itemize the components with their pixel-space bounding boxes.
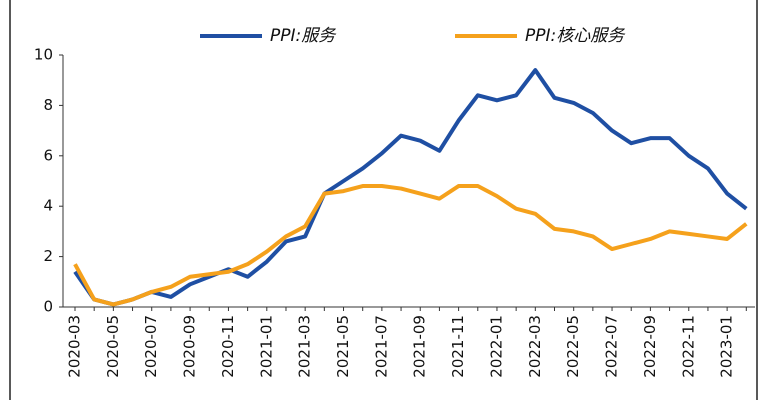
- series-line: [73, 184, 748, 307]
- x-tick-label: 2020-09: [181, 315, 199, 378]
- x-tick-label: 2020-05: [104, 315, 122, 378]
- x-tick-label: 2021-05: [334, 315, 352, 378]
- y-tick-label: 0: [43, 298, 53, 316]
- x-tick-label: 2021-01: [257, 315, 275, 378]
- x-tick-label: 2021-07: [372, 315, 390, 378]
- y-tick-label: 6: [43, 146, 53, 164]
- y-tick-label: 2: [43, 247, 53, 265]
- x-tick-label: 2022-05: [564, 315, 582, 378]
- x-tick-label: 2022-03: [526, 315, 544, 378]
- x-tick-label: 2023-01: [718, 315, 736, 378]
- x-tick-label: 2022-11: [679, 315, 697, 378]
- legend-label: PPI:服务: [270, 26, 337, 46]
- x-tick-label: 2022-01: [487, 315, 505, 378]
- x-tick-label: 2021-09: [411, 315, 429, 378]
- y-tick-label: 4: [43, 197, 53, 215]
- x-tick-label: 2022-09: [641, 315, 659, 378]
- series-line: [73, 68, 748, 307]
- x-tick-label: 2020-07: [142, 315, 160, 378]
- x-tick-label: 2020-03: [66, 315, 84, 378]
- y-tick-label: 8: [43, 96, 53, 114]
- x-tick-label: 2020-11: [219, 315, 237, 378]
- x-tick-label: 2021-11: [449, 315, 467, 378]
- legend-label: PPI:核心服务: [525, 26, 626, 46]
- y-tick-label: 10: [34, 46, 53, 64]
- x-tick-label: 2021-03: [296, 315, 314, 378]
- x-tick-label: 2022-07: [603, 315, 621, 378]
